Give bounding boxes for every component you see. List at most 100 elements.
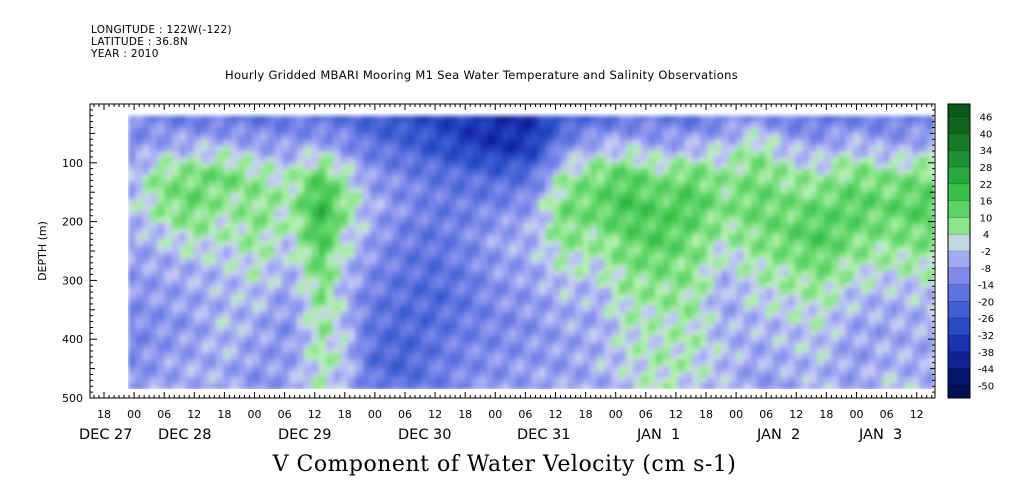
- heatmap-cell: [684, 157, 693, 165]
- heatmap-cell: [245, 365, 254, 373]
- heatmap-cell: [699, 198, 708, 206]
- heatmap-cell: [509, 210, 518, 218]
- heatmap-cell: [816, 133, 825, 141]
- heatmap-cell: [662, 276, 672, 283]
- heatmap-cell: [589, 359, 598, 367]
- heatmap-cell: [838, 258, 847, 266]
- heatmap-cell: [421, 335, 430, 343]
- heatmap-cell: [648, 210, 657, 218]
- heatmap-cell: [611, 270, 620, 278]
- heatmap-cell: [421, 317, 430, 325]
- heatmap-cell: [406, 341, 415, 349]
- heatmap-cell: [853, 222, 862, 230]
- heatmap-cell: [677, 252, 686, 260]
- heatmap-cell: [142, 127, 151, 135]
- heatmap-cell: [472, 335, 481, 343]
- heatmap-cell: [838, 246, 847, 254]
- heatmap-cell: [809, 311, 818, 319]
- heatmap-cell: [501, 359, 510, 367]
- heatmap-cell: [670, 264, 679, 272]
- heatmap-cell: [237, 157, 247, 165]
- heatmap-cell: [728, 139, 737, 147]
- heatmap-cell: [355, 175, 364, 182]
- heatmap-cell: [223, 282, 232, 289]
- heatmap-cell: [750, 294, 759, 301]
- heatmap-cell: [479, 133, 488, 141]
- heatmap-cell: [494, 288, 503, 295]
- heatmap-cell: [699, 222, 708, 230]
- heatmap-cell: [831, 163, 840, 171]
- heatmap-cell: [802, 127, 811, 135]
- heatmap-cell: [318, 127, 327, 135]
- heatmap-cell: [780, 169, 789, 176]
- heatmap-cell: [831, 311, 840, 319]
- heatmap-cell: [303, 163, 312, 171]
- heatmap-cell: [809, 353, 818, 361]
- heatmap-cell: [604, 282, 613, 289]
- heatmap-cell: [904, 193, 913, 200]
- heatmap-cell: [237, 127, 247, 135]
- heatmap-cell: [582, 204, 591, 212]
- heatmap-cell: [750, 157, 759, 165]
- heatmap-cell: [399, 270, 408, 278]
- heatmap-cell: [882, 288, 891, 295]
- heatmap-cell: [399, 288, 408, 295]
- heatmap-cell: [890, 341, 899, 349]
- heatmap-cell: [311, 133, 320, 141]
- heatmap-cell: [538, 294, 547, 301]
- heatmap-cell: [391, 305, 400, 313]
- heatmap-cell: [589, 300, 598, 307]
- heatmap-cell: [765, 276, 774, 283]
- heatmap-cell: [391, 264, 400, 272]
- heatmap-cell: [325, 252, 334, 260]
- heatmap-cell: [157, 341, 166, 349]
- heatmap-cell: [758, 228, 767, 236]
- heatmap-cell: [626, 270, 635, 278]
- heatmap-cell: [201, 341, 210, 349]
- heatmap-cell: [750, 151, 759, 159]
- heatmap-cell: [281, 187, 290, 194]
- heatmap-cell: [714, 300, 723, 307]
- heatmap-cell: [149, 175, 159, 182]
- heatmap-cell: [677, 133, 686, 141]
- heatmap-cell: [208, 335, 217, 343]
- heatmap-cell: [208, 371, 217, 379]
- heatmap-cell: [831, 317, 840, 325]
- heatmap-cell: [186, 311, 195, 319]
- heatmap-cell: [765, 216, 774, 224]
- heatmap-cell: [853, 305, 862, 313]
- heatmap-cell: [186, 270, 195, 278]
- heatmap-cell: [325, 133, 334, 141]
- heatmap-cell: [340, 210, 349, 218]
- heatmap-cell: [728, 365, 737, 373]
- heatmap-cell: [611, 371, 620, 379]
- heatmap-cell: [377, 240, 386, 248]
- heatmap-cell: [846, 377, 855, 385]
- heatmap-cell: [860, 193, 869, 200]
- heatmap-cell: [252, 193, 261, 200]
- heatmap-cell: [633, 252, 642, 260]
- heatmap-cell: [816, 175, 825, 182]
- heatmap-cell: [648, 258, 657, 266]
- heatmap-cell: [604, 252, 613, 260]
- heatmap-cell: [545, 353, 554, 361]
- heatmap-cell: [897, 246, 906, 254]
- heatmap-cell: [604, 371, 613, 379]
- heatmap-cell: [545, 365, 554, 373]
- heatmap-cell: [487, 335, 496, 343]
- heatmap-cell: [252, 204, 261, 212]
- heatmap-cell: [435, 228, 444, 236]
- heatmap-cell: [721, 371, 730, 379]
- heatmap-cell: [223, 234, 232, 242]
- heatmap-cell: [259, 187, 269, 194]
- heatmap-cell: [831, 383, 840, 389]
- heatmap-cell: [157, 169, 166, 176]
- heatmap-cell: [245, 252, 254, 260]
- heatmap-cell: [223, 163, 232, 171]
- heatmap-cell: [186, 276, 195, 283]
- heatmap-cell: [765, 335, 774, 343]
- heatmap-cell: [135, 252, 144, 260]
- heatmap-cell: [362, 288, 371, 295]
- heatmap-cell: [377, 311, 386, 319]
- heatmap-cell: [406, 365, 415, 373]
